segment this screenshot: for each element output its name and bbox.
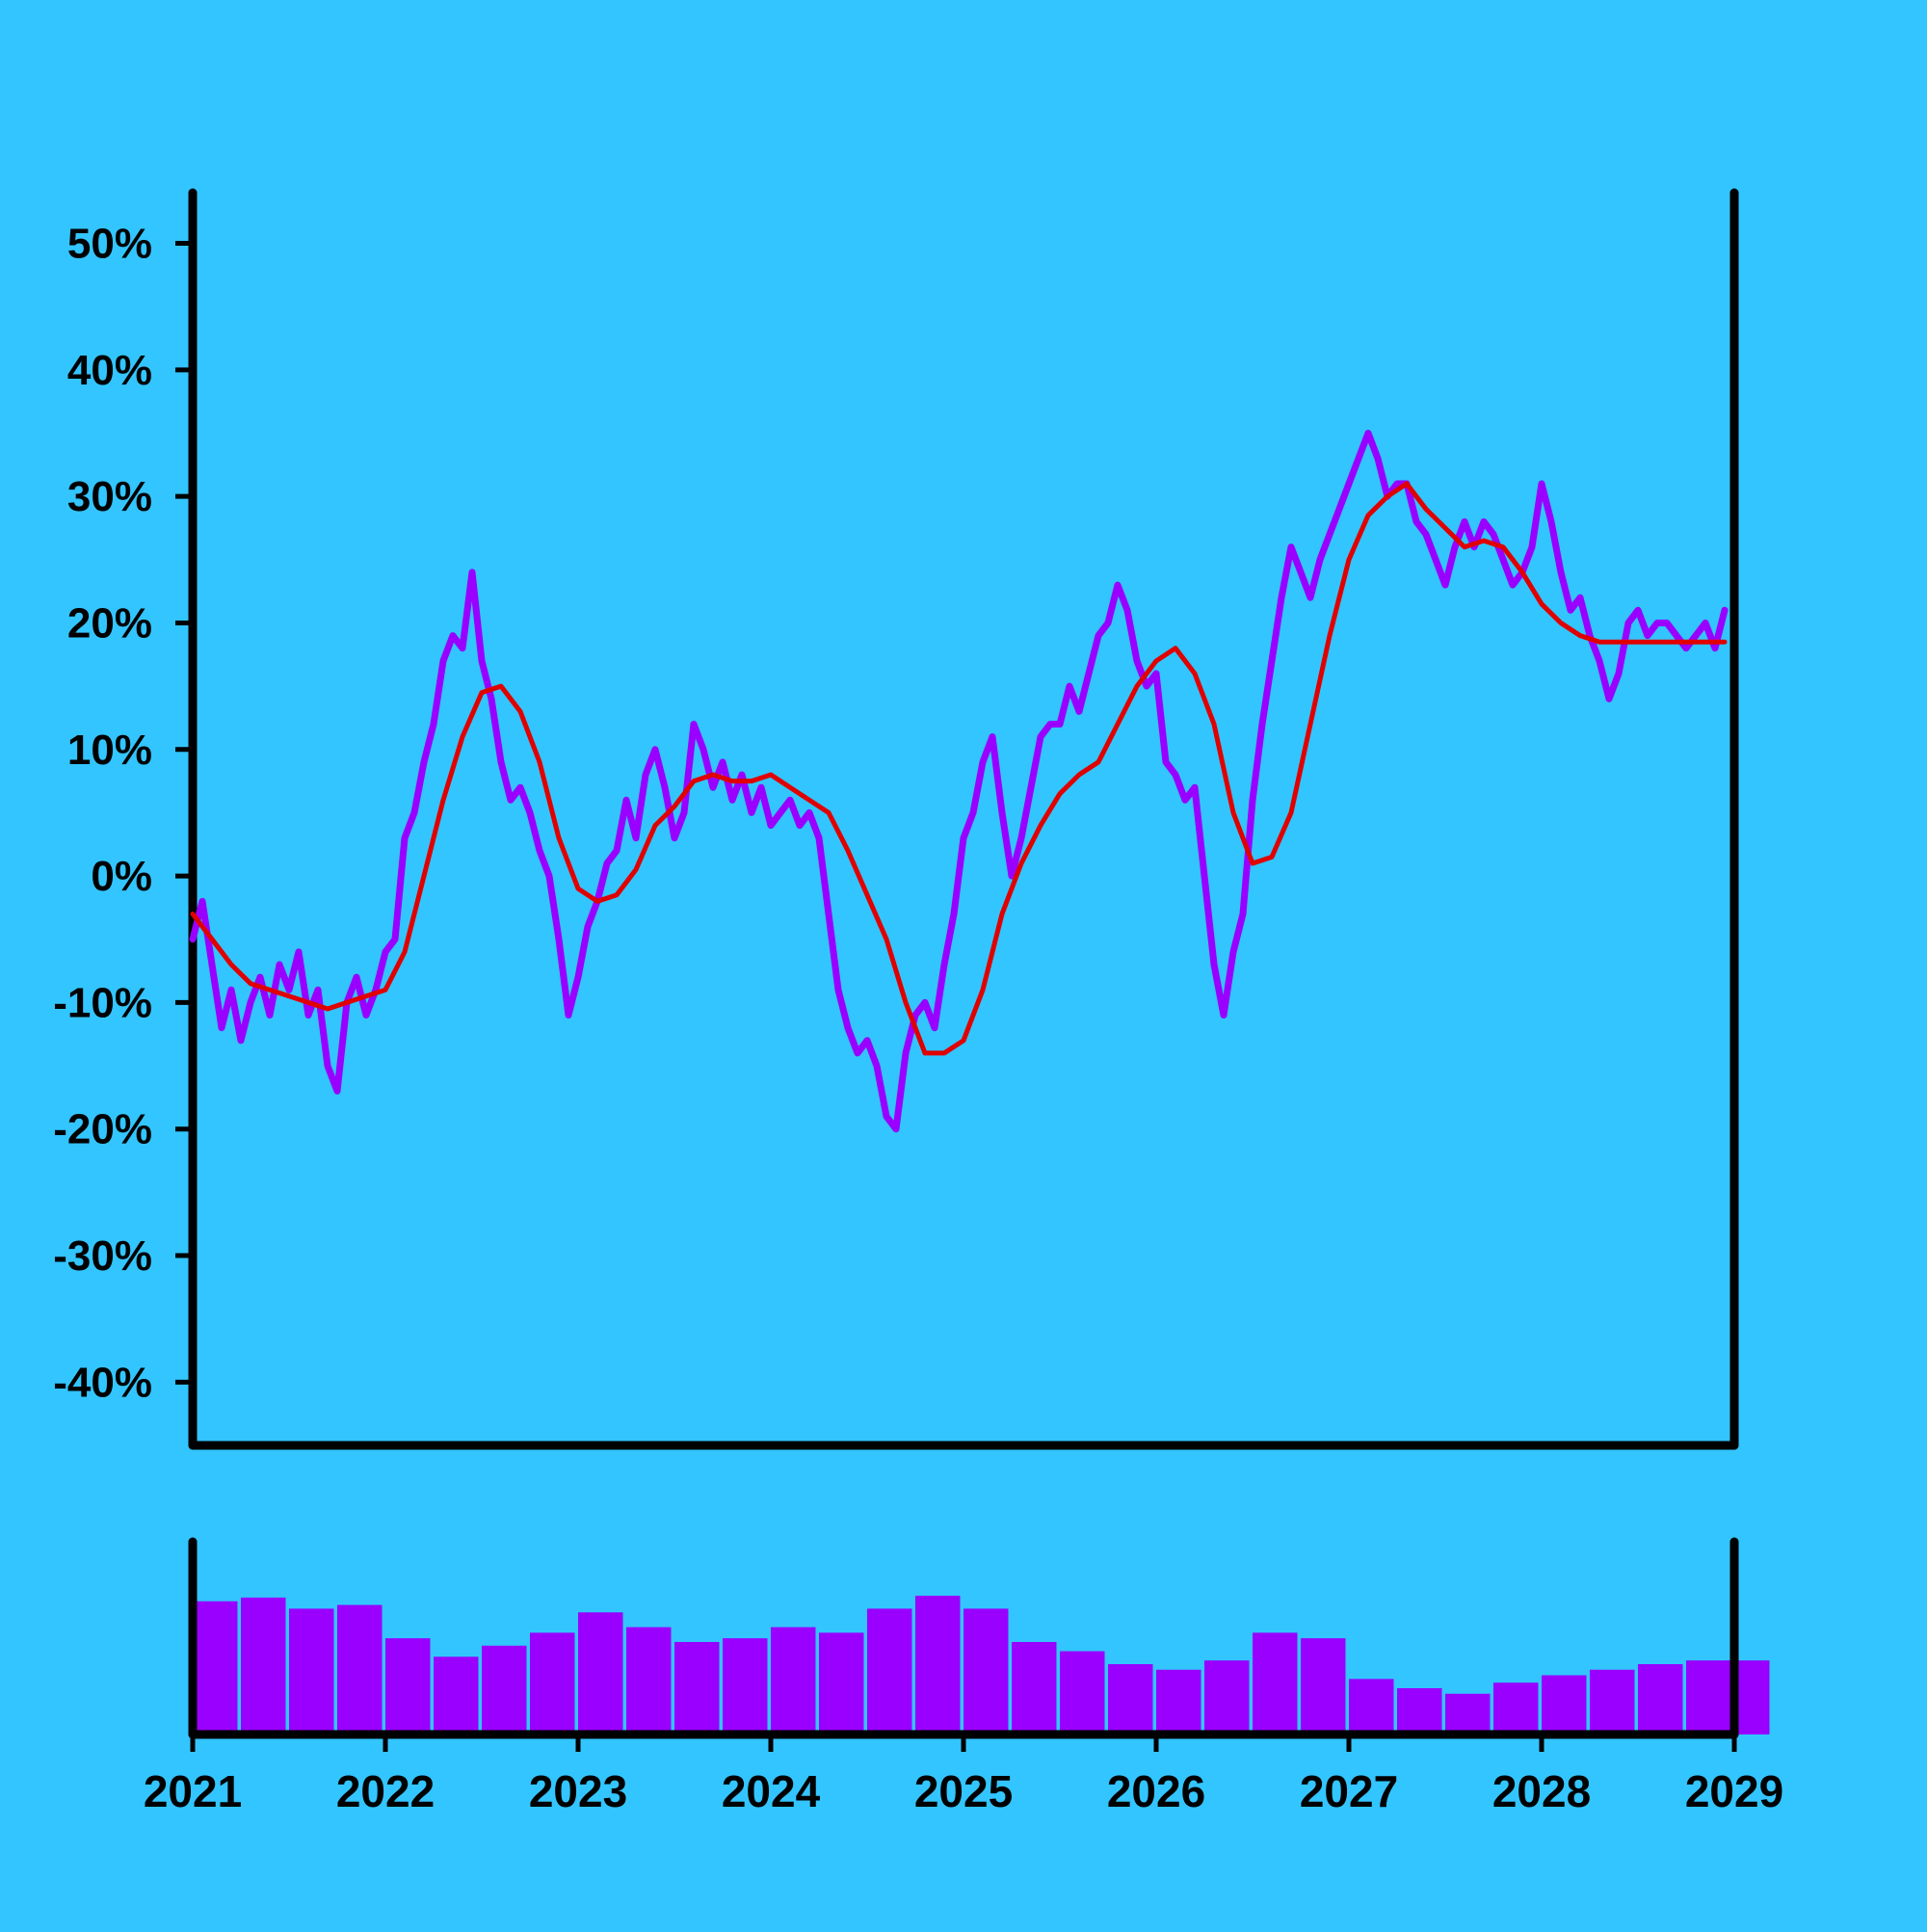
volume-bar bbox=[1253, 1632, 1297, 1734]
volume-bar bbox=[1012, 1642, 1056, 1734]
y-tick-label: 20% bbox=[67, 599, 152, 647]
x-tick-label: 2022 bbox=[336, 1766, 435, 1816]
volume-bar bbox=[289, 1608, 333, 1734]
x-tick-label: 2025 bbox=[914, 1766, 1013, 1816]
volume-bar bbox=[241, 1598, 285, 1734]
y-tick-label: 30% bbox=[67, 473, 152, 520]
y-tick-label: 10% bbox=[67, 727, 152, 774]
volume-bar bbox=[1686, 1660, 1730, 1734]
volume-panel: 2021 2022 2023 2024 2025 2026 2027 2028 2029 bbox=[144, 1542, 1783, 1816]
volume-bar bbox=[626, 1628, 671, 1734]
y-tick-label: -30% bbox=[53, 1232, 152, 1280]
volume-bar bbox=[482, 1646, 526, 1734]
volume-bar bbox=[1493, 1682, 1538, 1734]
volume-bar bbox=[819, 1632, 863, 1734]
volume-bar bbox=[578, 1612, 622, 1734]
x-tick-label: 2023 bbox=[529, 1766, 627, 1816]
x-tick-label: 2029 bbox=[1685, 1766, 1783, 1816]
volume-bar bbox=[530, 1632, 574, 1734]
x-tick-label: 2021 bbox=[144, 1766, 242, 1816]
volume-bar bbox=[1301, 1638, 1345, 1734]
volume-bar bbox=[1156, 1670, 1201, 1734]
x-tick-label: 2024 bbox=[722, 1766, 821, 1816]
volume-bar bbox=[1542, 1676, 1586, 1734]
price-line bbox=[193, 434, 1725, 1129]
volume-bar bbox=[434, 1656, 478, 1734]
volume-bar bbox=[915, 1596, 960, 1734]
y-tick-label: 0% bbox=[91, 853, 152, 900]
volume-bar bbox=[1060, 1652, 1104, 1734]
volume-bar bbox=[193, 1601, 237, 1734]
x-tick-label: 2026 bbox=[1107, 1766, 1205, 1816]
x-tick-label: 2028 bbox=[1492, 1766, 1591, 1816]
volume-bar bbox=[674, 1642, 719, 1734]
volume-bar bbox=[771, 1628, 815, 1734]
y-tick-label: 50% bbox=[67, 221, 152, 268]
volume-bar bbox=[867, 1608, 911, 1734]
price-panel: 50% 40% 30% 20% 10% 0% -10% -20% -30% -40% bbox=[53, 193, 1734, 1445]
volume-bar bbox=[723, 1638, 767, 1734]
x-tick-label: 2027 bbox=[1300, 1766, 1398, 1816]
y-tick-label: -40% bbox=[53, 1359, 152, 1406]
y-tick-label: -20% bbox=[53, 1106, 152, 1153]
volume-bar bbox=[1590, 1670, 1634, 1734]
y-tick-label: 40% bbox=[67, 347, 152, 394]
volume-bar bbox=[1204, 1660, 1249, 1734]
volume-bar bbox=[1638, 1664, 1682, 1734]
volume-bar bbox=[1397, 1688, 1441, 1734]
y-tick-label: -10% bbox=[53, 979, 152, 1026]
volume-bar bbox=[1445, 1694, 1490, 1734]
volume-bar bbox=[337, 1605, 382, 1734]
volume-bar bbox=[964, 1608, 1008, 1734]
volume-bar bbox=[1108, 1664, 1152, 1734]
volume-bar bbox=[385, 1638, 430, 1734]
volume-bar bbox=[1349, 1679, 1393, 1734]
